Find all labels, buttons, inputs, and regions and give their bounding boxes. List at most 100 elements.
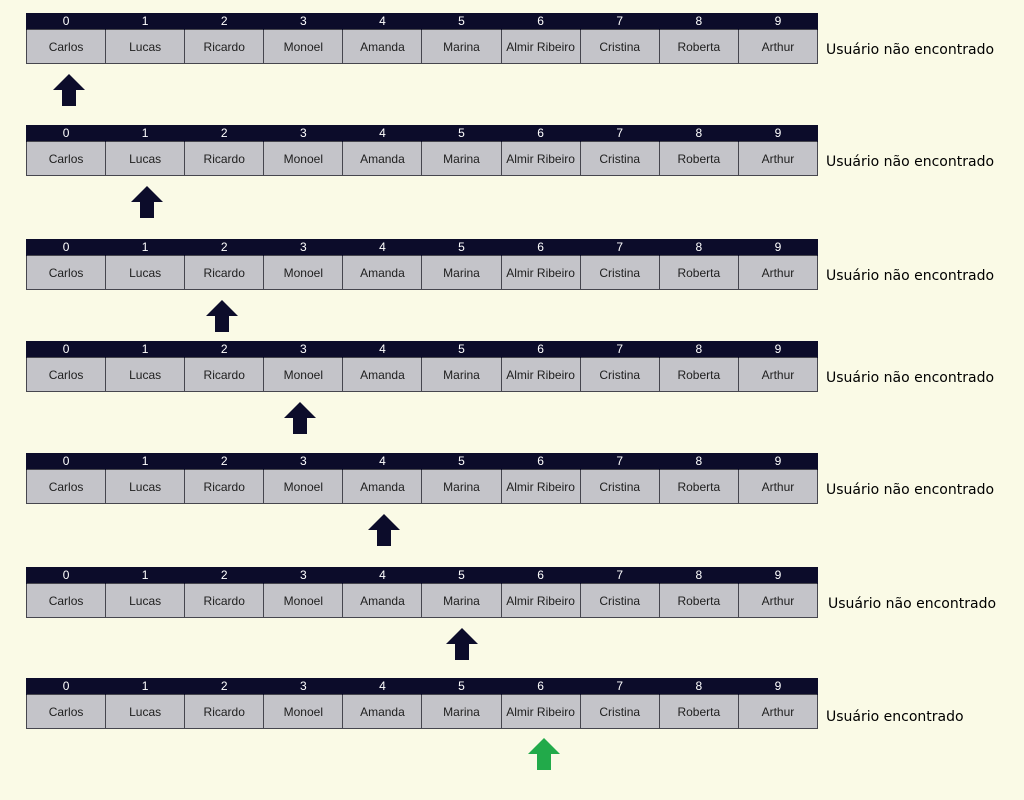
value-cell: Almir Ribeiro — [500, 469, 581, 504]
index-cell: 8 — [658, 567, 739, 584]
array-table: 0 1 2 3 4 5 6 7 8 9 Carlos Lucas Ricardo Monoel Amanda… — [25, 453, 819, 504]
value-cell: Arthur — [737, 255, 819, 290]
index-cell: 6 — [500, 341, 581, 358]
value-cell: Monoel — [263, 29, 344, 64]
status-text: Usuário não encontrado — [828, 596, 997, 612]
value-cell: Marina — [421, 583, 502, 618]
value-cell: Roberta — [658, 694, 739, 729]
search-step: 0 1 2 3 4 5 6 7 8 9 Carlos Lucas Ricardo Monoel Amanda… — [25, 341, 1024, 392]
index-cell: 8 — [658, 239, 739, 256]
array-table: 0 1 2 3 4 5 6 7 8 9 Carlos Lucas Ricardo Monoel Amanda… — [25, 239, 819, 290]
index-cell: 3 — [263, 125, 344, 142]
pointer-arrow-icon — [284, 402, 316, 434]
value-cell: Monoel — [263, 694, 344, 729]
value-cell: Arthur — [737, 141, 819, 176]
value-cell: Marina — [421, 29, 502, 64]
value-cell: Almir Ribeiro — [500, 255, 581, 290]
pointer-arrow-icon — [206, 300, 238, 332]
value-cell: Lucas — [105, 29, 186, 64]
index-cell: 0 — [25, 13, 107, 30]
index-cell: 6 — [500, 678, 581, 695]
value-cell: Roberta — [658, 583, 739, 618]
value-cell: Cristina — [579, 141, 660, 176]
value-cell: Ricardo — [184, 357, 265, 392]
index-cell: 8 — [658, 341, 739, 358]
array-table: 0 1 2 3 4 5 6 7 8 9 Carlos Lucas Ricardo Monoel Amanda… — [25, 13, 819, 64]
value-cell: Carlos — [25, 469, 107, 504]
index-cell: 6 — [500, 239, 581, 256]
value-cell: Almir Ribeiro — [500, 694, 581, 729]
status-text: Usuário não encontrado — [826, 370, 995, 386]
value-cell: Ricardo — [184, 141, 265, 176]
index-cell: 4 — [342, 678, 423, 695]
index-cell: 1 — [105, 125, 186, 142]
found-pointer-arrow-icon — [528, 738, 560, 770]
value-cell: Lucas — [105, 141, 186, 176]
index-cell: 7 — [579, 239, 660, 256]
value-cell: Ricardo — [184, 583, 265, 618]
value-cell: Ricardo — [184, 255, 265, 290]
value-cell: Roberta — [658, 141, 739, 176]
value-cell: Lucas — [105, 583, 186, 618]
index-cell: 5 — [421, 13, 502, 30]
search-step: 0 1 2 3 4 5 6 7 8 9 Carlos Lucas Ricardo Monoel Amanda… — [25, 567, 1024, 618]
index-cell: 0 — [25, 678, 107, 695]
search-step: 0 1 2 3 4 5 6 7 8 9 Carlos Lucas Ricardo Monoel Amanda… — [25, 125, 1024, 176]
array-table: 0 1 2 3 4 5 6 7 8 9 Carlos Lucas Ricardo Monoel Amanda… — [25, 678, 819, 729]
index-cell: 9 — [737, 125, 819, 142]
index-cell: 6 — [500, 453, 581, 470]
value-cell: Marina — [421, 357, 502, 392]
value-cell: Marina — [421, 469, 502, 504]
index-cell: 9 — [737, 567, 819, 584]
value-cell: Roberta — [658, 255, 739, 290]
search-step: 0 1 2 3 4 5 6 7 8 9 Carlos Lucas Ricardo Monoel Amanda… — [25, 239, 1024, 290]
value-cell: Cristina — [579, 469, 660, 504]
value-cell: Roberta — [658, 29, 739, 64]
value-cell: Ricardo — [184, 694, 265, 729]
value-cell: Monoel — [263, 141, 344, 176]
value-cell: Monoel — [263, 357, 344, 392]
index-cell: 2 — [184, 341, 265, 358]
value-cell: Lucas — [105, 469, 186, 504]
value-row: Carlos Lucas Ricardo Monoel Amanda Marina Almi… — [25, 357, 819, 392]
value-cell: Monoel — [263, 583, 344, 618]
index-cell: 4 — [342, 567, 423, 584]
index-cell: 3 — [263, 678, 344, 695]
value-cell: Lucas — [105, 255, 186, 290]
index-cell: 7 — [579, 125, 660, 142]
value-cell: Ricardo — [184, 29, 265, 64]
pointer-arrow-icon — [368, 514, 400, 546]
value-cell: Arthur — [737, 583, 819, 618]
value-row: Carlos Lucas Ricardo Monoel Amanda Marina Almi… — [25, 694, 819, 729]
index-cell: 2 — [184, 453, 265, 470]
value-cell: Arthur — [737, 469, 819, 504]
value-cell: Carlos — [25, 255, 107, 290]
value-cell: Amanda — [342, 583, 423, 618]
index-cell: 0 — [25, 239, 107, 256]
index-cell: 9 — [737, 678, 819, 695]
index-cell: 1 — [105, 453, 186, 470]
index-cell: 3 — [263, 567, 344, 584]
status-text: Usuário não encontrado — [826, 268, 995, 284]
index-cell: 1 — [105, 239, 186, 256]
value-row: Carlos Lucas Ricardo Monoel Amanda Marina Almi… — [25, 255, 819, 290]
value-row: Carlos Lucas Ricardo Monoel Amanda Marina Almi… — [25, 469, 819, 504]
search-step: 0 1 2 3 4 5 6 7 8 9 Carlos Lucas Ricardo Monoel Amanda… — [25, 678, 1024, 729]
value-cell: Roberta — [658, 357, 739, 392]
index-cell: 1 — [105, 13, 186, 30]
index-cell: 2 — [184, 567, 265, 584]
value-cell: Amanda — [342, 694, 423, 729]
value-cell: Monoel — [263, 255, 344, 290]
index-cell: 4 — [342, 13, 423, 30]
index-cell: 6 — [500, 125, 581, 142]
value-cell: Ricardo — [184, 469, 265, 504]
value-cell: Amanda — [342, 357, 423, 392]
value-cell: Cristina — [579, 357, 660, 392]
status-text: Usuário não encontrado — [826, 154, 995, 170]
value-cell: Almir Ribeiro — [500, 141, 581, 176]
pointer-arrow-icon — [446, 628, 478, 660]
